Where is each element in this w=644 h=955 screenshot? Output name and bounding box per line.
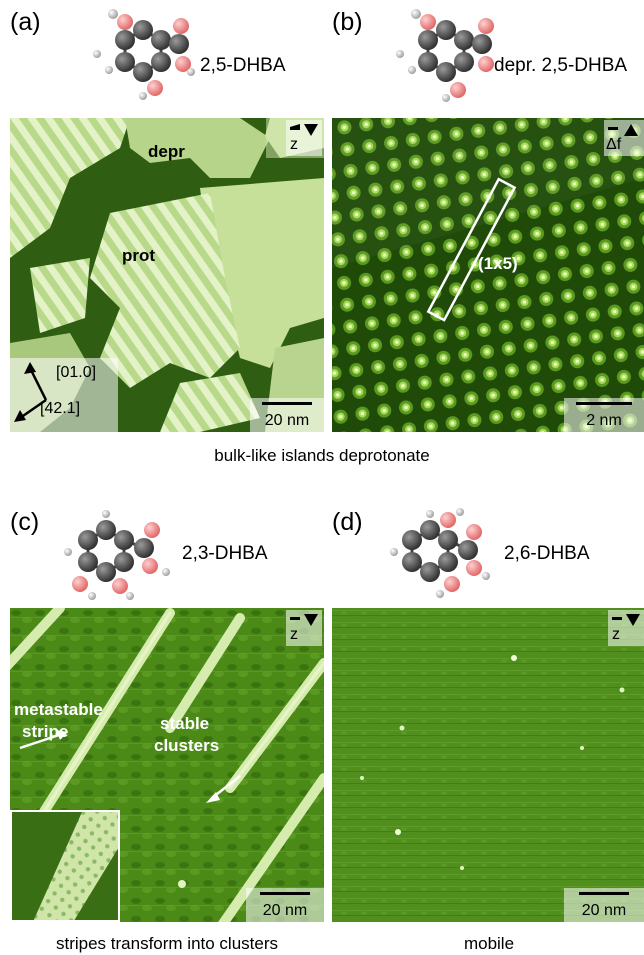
panel-b-molecule-name: depr. 2,5-DHBA [494, 55, 628, 76]
panel-c-stm-image: metastable stripe stable clusters 20 nm … [10, 608, 324, 922]
stable-label-line2: clusters [154, 736, 220, 755]
molecule-depr-2-5-dhba-icon [396, 9, 494, 102]
scan-direction-icon [612, 614, 640, 626]
panel-a-label: (a) [10, 8, 41, 36]
molecule-2-3-dhba-icon [64, 510, 170, 600]
panel-a-scalebar: 20 nm [250, 398, 324, 432]
panel-b-stm-image: (1x5) 2 nm Δf [332, 118, 644, 432]
panel-d-molecule-name: 2,6-DHBA [504, 543, 590, 564]
panel-c-inset [10, 810, 120, 922]
scan-direction-icon [290, 124, 318, 136]
direction-box: [01.0] [42.1] [10, 358, 118, 432]
caption-row1: bulk-like islands deprotonate [214, 446, 430, 465]
stable-label-line1: stable [160, 714, 210, 733]
panel-a-molecule-name: 2,5-DHBA [200, 55, 286, 76]
caption-d: mobile [463, 934, 515, 953]
panel-d-stm-image: 20 nm z [332, 608, 644, 922]
panel-b-channel: Δf [604, 120, 644, 156]
scan-direction-icon [608, 124, 638, 136]
direction-label-1: [01.0] [56, 364, 97, 381]
panel-a-channel: z [286, 120, 322, 156]
panel-d-channel: z [608, 610, 644, 646]
unit-cell-label: (1x5) [478, 254, 518, 273]
panel-c-scalebar: 20 nm [246, 888, 324, 922]
metastable-label-line2: stripe [22, 722, 69, 741]
molecule-2-6-dhba-icon [390, 508, 490, 598]
panel-d-scalebar: 20 nm [564, 888, 644, 922]
panel-a-stm-image: depr prot [01.0] [42.1] 20 nm z [10, 118, 324, 432]
direction-label-2: [42.1] [40, 400, 81, 417]
panel-c-channel: z [286, 610, 322, 646]
panel-c-molecule-name: 2,3-DHBA [182, 543, 268, 564]
panel-b-label: (b) [332, 8, 363, 36]
panel-b-scalebar: 2 nm [564, 398, 644, 432]
scan-direction-icon [290, 614, 318, 626]
panel-c-label: (c) [10, 508, 40, 536]
direction-arrows-icon [14, 362, 48, 422]
label-depr: depr [148, 142, 185, 161]
metastable-label-line1: metastable [14, 700, 103, 719]
molecule-2-5-dhba-icon [93, 9, 195, 100]
label-prot: prot [122, 246, 156, 265]
caption-c: stripes transform into clusters [55, 934, 278, 953]
panel-d-label: (d) [332, 508, 363, 536]
